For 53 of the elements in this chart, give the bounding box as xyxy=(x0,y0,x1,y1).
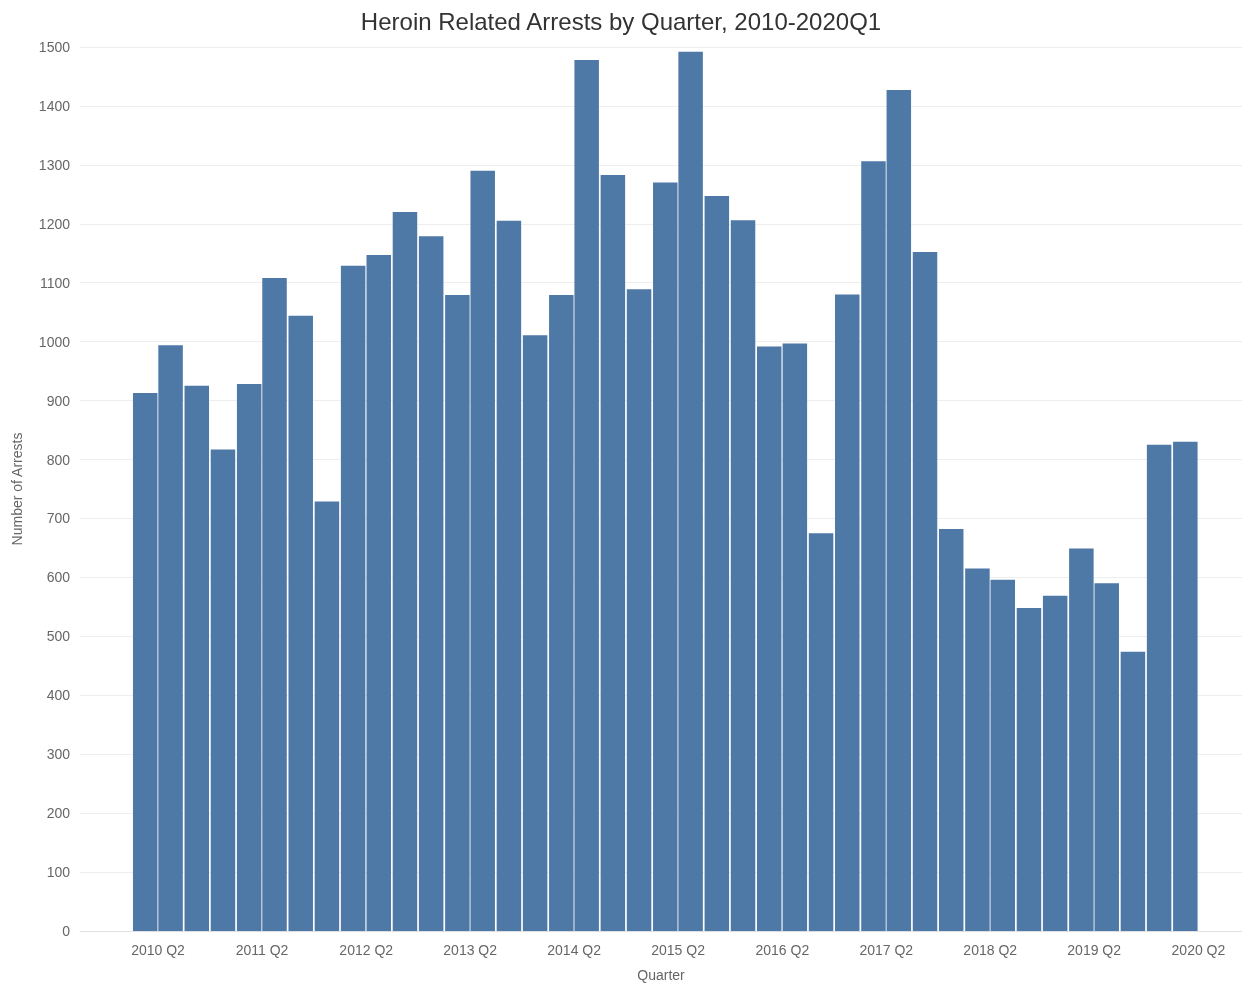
bar xyxy=(1173,441,1198,931)
x-tick-label: 2015 Q2 xyxy=(651,942,706,958)
y-tick-label: 1100 xyxy=(39,274,71,291)
bar xyxy=(626,289,652,931)
bar xyxy=(210,449,236,931)
bar xyxy=(1016,608,1042,931)
y-tick-label: 600 xyxy=(46,569,71,586)
y-tick-label: 800 xyxy=(46,451,71,468)
x-tick-label: 2014 Q2 xyxy=(547,942,602,958)
bar xyxy=(1042,595,1068,931)
bar xyxy=(496,220,522,931)
y-tick-label: 700 xyxy=(46,510,71,527)
x-tick-label: 2013 Q2 xyxy=(443,942,498,958)
bar xyxy=(1146,444,1172,931)
bar xyxy=(782,343,808,931)
bar xyxy=(392,212,418,931)
chart-title: Heroin Related Arrests by Quarter, 2010-2020Q1 xyxy=(360,7,882,35)
y-tick-label: 200 xyxy=(46,805,71,822)
x-tick-label: 2012 Q2 xyxy=(339,942,394,958)
y-tick-label: 100 xyxy=(46,864,71,881)
y-tick-label: 900 xyxy=(46,392,71,409)
x-tick-label: 2010 Q2 xyxy=(131,942,186,958)
y-tick-label: 1300 xyxy=(38,156,71,173)
x-tick-label: 2016 Q2 xyxy=(755,942,810,958)
x-tick-label: 2011 Q2 xyxy=(235,942,289,958)
y-tick-label: 0 xyxy=(62,923,71,939)
y-tick-label: 1000 xyxy=(38,333,71,350)
bar xyxy=(522,335,548,931)
bar xyxy=(704,196,730,931)
y-tick-label: 500 xyxy=(46,628,71,645)
y-tick-label: 1500 xyxy=(38,39,71,55)
y-tick-label: 1400 xyxy=(38,97,71,114)
bar xyxy=(808,533,834,931)
bar xyxy=(1120,651,1146,931)
bar xyxy=(184,385,210,931)
x-tick-label: 2019 Q2 xyxy=(1067,942,1122,958)
bar xyxy=(600,174,626,931)
bar xyxy=(340,265,366,931)
bar xyxy=(938,529,964,931)
x-tick-label: 2017 Q2 xyxy=(859,942,914,958)
bar xyxy=(730,220,756,931)
x-axis-title: Quarter xyxy=(637,967,686,983)
y-tick-label: 1200 xyxy=(38,215,71,232)
bar xyxy=(366,255,392,931)
bar xyxy=(912,252,938,931)
y-tick-label: 300 xyxy=(46,746,71,763)
bar xyxy=(418,236,444,931)
bar xyxy=(756,346,782,931)
x-tick-label: 2018 Q2 xyxy=(963,942,1018,958)
y-tick-label: 400 xyxy=(46,687,71,704)
bar xyxy=(314,501,340,931)
y-axis-title: Number of Arrests xyxy=(9,432,25,546)
x-tick-label: 2020 Q2 xyxy=(1171,942,1226,958)
